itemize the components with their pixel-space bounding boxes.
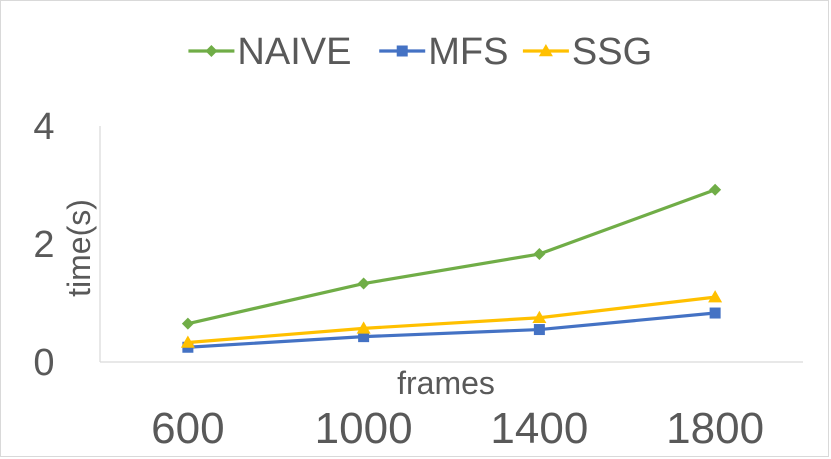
legend-item-ssg: SSG <box>522 31 652 73</box>
legend-marker-naive <box>205 45 218 57</box>
x-tick-label-1800: 1800 <box>666 404 764 453</box>
series-mfs <box>182 307 721 353</box>
y-axis-label: time(s) <box>61 199 97 297</box>
legend-item-naive: NAIVE <box>188 31 351 73</box>
series-group <box>180 183 723 353</box>
legend: NAIVE MFS SSG <box>188 31 652 73</box>
data-point-ssg-1400 <box>532 310 547 323</box>
data-point-mfs-1400 <box>533 324 545 336</box>
legend-label-mfs: MFS <box>428 31 508 73</box>
legend-label-ssg: SSG <box>572 31 652 73</box>
legend-label-naive: NAIVE <box>237 31 351 73</box>
series-line-naive <box>187 188 716 326</box>
series-naive <box>181 183 722 330</box>
legend-marker-ssg <box>538 44 553 57</box>
x-tick-label-600: 600 <box>151 404 224 453</box>
data-point-ssg-1800 <box>708 290 723 303</box>
x-tick-label-1400: 1400 <box>490 404 588 453</box>
x-tick-label-1000: 1000 <box>315 404 413 453</box>
x-axis-label: frames <box>397 365 495 401</box>
series-line-mfs <box>187 311 716 349</box>
data-point-ssg-1000 <box>356 321 371 334</box>
data-point-ssg-600 <box>180 335 195 348</box>
series-ssg <box>180 290 723 348</box>
series-line-ssg <box>187 295 716 345</box>
data-point-naive-1800 <box>709 183 722 196</box>
data-point-mfs-1800 <box>709 307 721 319</box>
data-point-mfs-1000 <box>358 331 370 343</box>
data-point-naive-1000 <box>357 277 370 290</box>
y-tick-label-2: 2 <box>33 224 54 266</box>
legend-item-mfs: MFS <box>379 31 508 73</box>
axes: 0 2 4 600 1000 1400 1800 <box>33 106 803 453</box>
legend-marker-mfs <box>396 45 408 57</box>
y-tick-label-4: 4 <box>33 106 54 148</box>
data-point-naive-1400 <box>533 248 546 261</box>
data-point-naive-600 <box>181 317 194 330</box>
y-tick-label-0: 0 <box>33 342 54 384</box>
